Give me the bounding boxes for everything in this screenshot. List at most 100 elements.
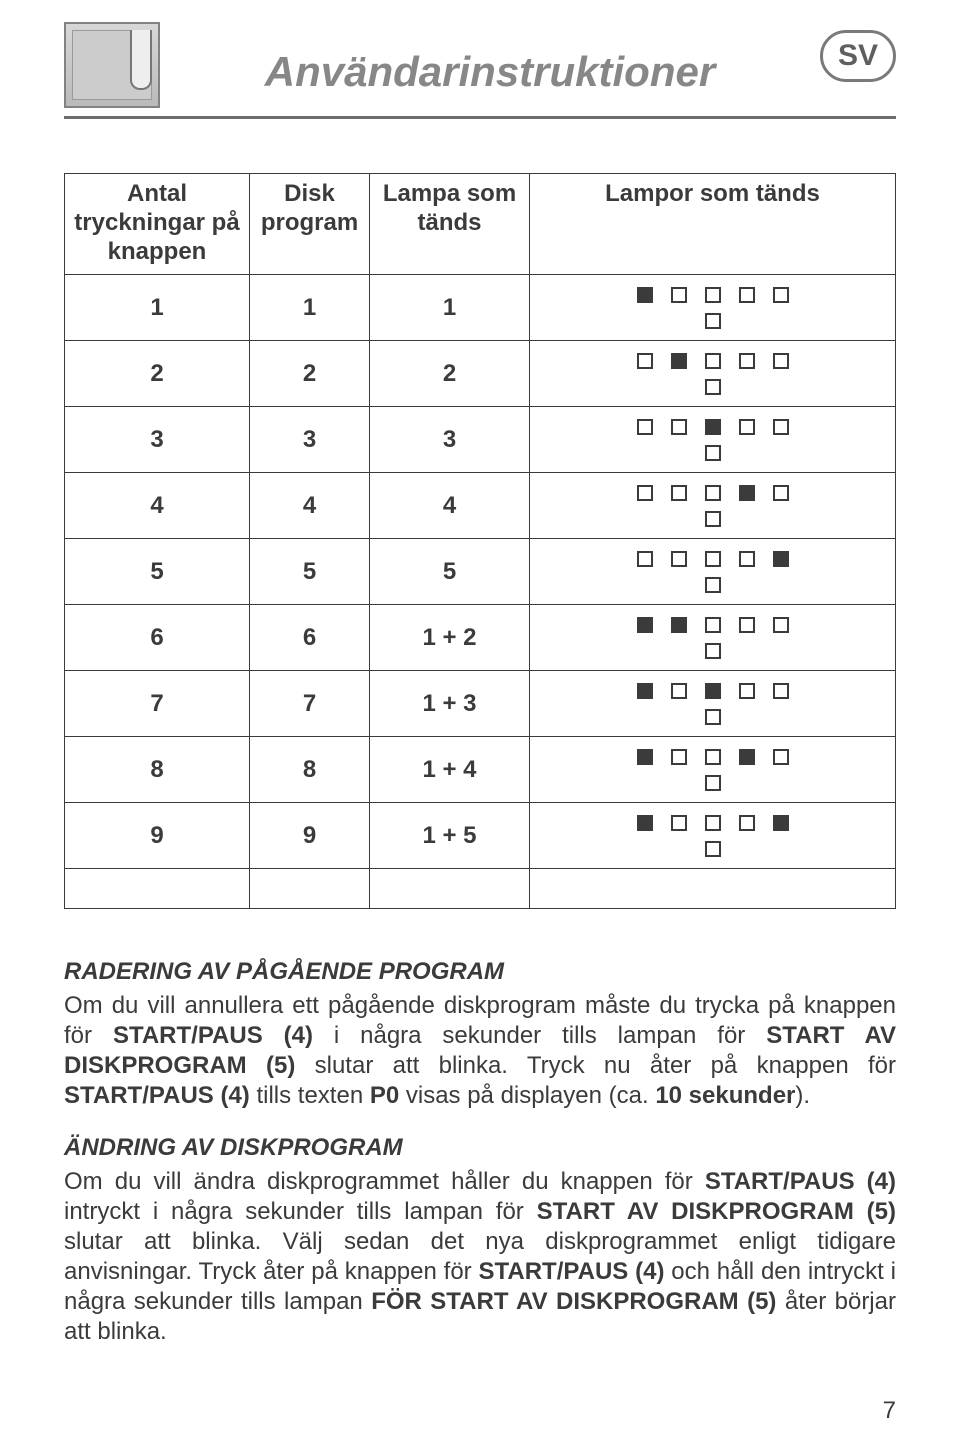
lamp-indicator-icon	[705, 643, 721, 659]
lamp-indicator-icon	[739, 815, 755, 831]
lamp-indicator-icon	[637, 353, 653, 369]
lamp-indicator-icon	[705, 617, 721, 633]
program-table: Antal tryckningar på knappen Disk progra…	[64, 173, 896, 909]
table-header-row: Antal tryckningar på knappen Disk progra…	[65, 174, 896, 275]
lamp-indicator-icon	[671, 683, 687, 699]
lamp-indicator-icon	[739, 551, 755, 567]
lamp-indicator-icon	[739, 353, 755, 369]
table-cell-presses: 2	[65, 341, 250, 407]
lamp-indicator-icon	[773, 683, 789, 699]
lamp-indicator-icon	[705, 709, 721, 725]
table-row: 771 + 3	[65, 671, 896, 737]
lamp-indicator-icon	[671, 485, 687, 501]
program-table-container: Antal tryckningar på knappen Disk progra…	[64, 173, 896, 909]
lamp-indicator-icon	[739, 419, 755, 435]
table-cell-program: 3	[250, 407, 370, 473]
table-row: 991 + 5	[65, 803, 896, 869]
lamp-indicator-icon	[671, 419, 687, 435]
lamp-indicator-icon	[637, 287, 653, 303]
table-row: 444	[65, 473, 896, 539]
lamp-indicator-icon	[705, 287, 721, 303]
table-cell-lamps	[530, 275, 896, 341]
table-cell-lamp: 4	[370, 473, 530, 539]
lamp-indicator-icon	[739, 749, 755, 765]
table-cell-lamp: 2	[370, 341, 530, 407]
text-run: visas på displayen (ca.	[399, 1082, 655, 1109]
table-cell-lamp: 1 + 2	[370, 605, 530, 671]
table-row: 111	[65, 275, 896, 341]
col-header-presses: Antal tryckningar på knappen	[65, 174, 250, 275]
bold-text: START/PAUS (4)	[705, 1168, 896, 1195]
lamp-indicator-icon	[705, 551, 721, 567]
lamp-indicator-icon	[773, 287, 789, 303]
bold-text: START/PAUS (4)	[113, 1022, 313, 1049]
table-cell-presses: 9	[65, 803, 250, 869]
lamp-indicator-icon	[773, 617, 789, 633]
table-cell-lamp: 1 + 5	[370, 803, 530, 869]
section-paragraph: Om du vill ändra diskprogrammet håller d…	[64, 1167, 896, 1347]
table-cell-presses: 1	[65, 275, 250, 341]
table-cell-presses: 8	[65, 737, 250, 803]
text-run: tills texten	[250, 1082, 370, 1109]
table-cell-presses: 3	[65, 407, 250, 473]
table-cell-lamps	[530, 671, 896, 737]
lamp-indicator-icon	[705, 445, 721, 461]
lamp-indicator-icon	[705, 313, 721, 329]
lamp-indicator-icon	[773, 815, 789, 831]
lamp-indicator-icon	[705, 577, 721, 593]
table-cell-program: 7	[250, 671, 370, 737]
header-divider	[64, 116, 896, 119]
table-cell-lamps	[530, 803, 896, 869]
col-header-program: Disk program	[250, 174, 370, 275]
lamp-indicator-icon	[705, 841, 721, 857]
col-header-lamps-lit: Lampor som tänds	[530, 174, 896, 275]
lamp-indicator-icon	[773, 353, 789, 369]
lamp-indicator-icon	[705, 749, 721, 765]
table-cell-program: 1	[250, 275, 370, 341]
col-header-lamp: Lampa som tänds	[370, 174, 530, 275]
table-row: 222	[65, 341, 896, 407]
table-cell-empty	[530, 869, 896, 909]
table-cell-empty	[65, 869, 250, 909]
bold-text: START/PAUS (4)	[64, 1082, 250, 1109]
lamp-indicator-icon	[739, 287, 755, 303]
lamp-indicator-icon	[705, 379, 721, 395]
text-run: ).	[795, 1082, 810, 1109]
lamp-indicator-icon	[705, 353, 721, 369]
lamp-indicator-icon	[739, 617, 755, 633]
lamp-indicator-icon	[705, 485, 721, 501]
table-cell-program: 5	[250, 539, 370, 605]
table-cell-empty	[370, 869, 530, 909]
lamp-indicator-icon	[705, 419, 721, 435]
table-cell-program: 8	[250, 737, 370, 803]
bold-text: START AV DISKPROGRAM (5)	[537, 1198, 896, 1225]
bold-text: FÖR START AV DISKPROGRAM (5)	[371, 1288, 776, 1315]
text-run: slutar att blinka. Tryck nu åter på knap…	[295, 1052, 896, 1079]
lamp-indicator-icon	[637, 419, 653, 435]
lamp-indicator-icon	[773, 419, 789, 435]
table-cell-lamps	[530, 605, 896, 671]
table-row: 881 + 4	[65, 737, 896, 803]
lamp-indicator-icon	[671, 617, 687, 633]
page-title: Användarinstruktioner	[184, 22, 796, 96]
lamp-indicator-icon	[705, 815, 721, 831]
section-paragraph: Om du vill annullera ett pågående diskpr…	[64, 991, 896, 1111]
lamp-indicator-icon	[637, 683, 653, 699]
table-cell-program: 4	[250, 473, 370, 539]
table-cell-lamps	[530, 341, 896, 407]
table-cell-lamp: 5	[370, 539, 530, 605]
body-text: RADERING AV PÅGÅENDE PROGRAM Om du vill a…	[64, 957, 896, 1347]
section-heading: ÄNDRING AV DISKPROGRAM	[64, 1133, 896, 1163]
table-cell-lamp: 3	[370, 407, 530, 473]
lamp-indicator-icon	[773, 749, 789, 765]
table-cell-program: 2	[250, 341, 370, 407]
lamp-indicator-icon	[671, 287, 687, 303]
section-heading: RADERING AV PÅGÅENDE PROGRAM	[64, 957, 896, 987]
lamp-indicator-icon	[671, 551, 687, 567]
text-run: intryckt i några sekunder tills lampan f…	[64, 1198, 537, 1225]
lamp-indicator-icon	[739, 485, 755, 501]
bold-text: START/PAUS (4)	[479, 1258, 665, 1285]
lamp-indicator-icon	[671, 353, 687, 369]
table-cell-lamps	[530, 473, 896, 539]
text-run: Om du vill ändra diskprogrammet håller d…	[64, 1168, 705, 1195]
